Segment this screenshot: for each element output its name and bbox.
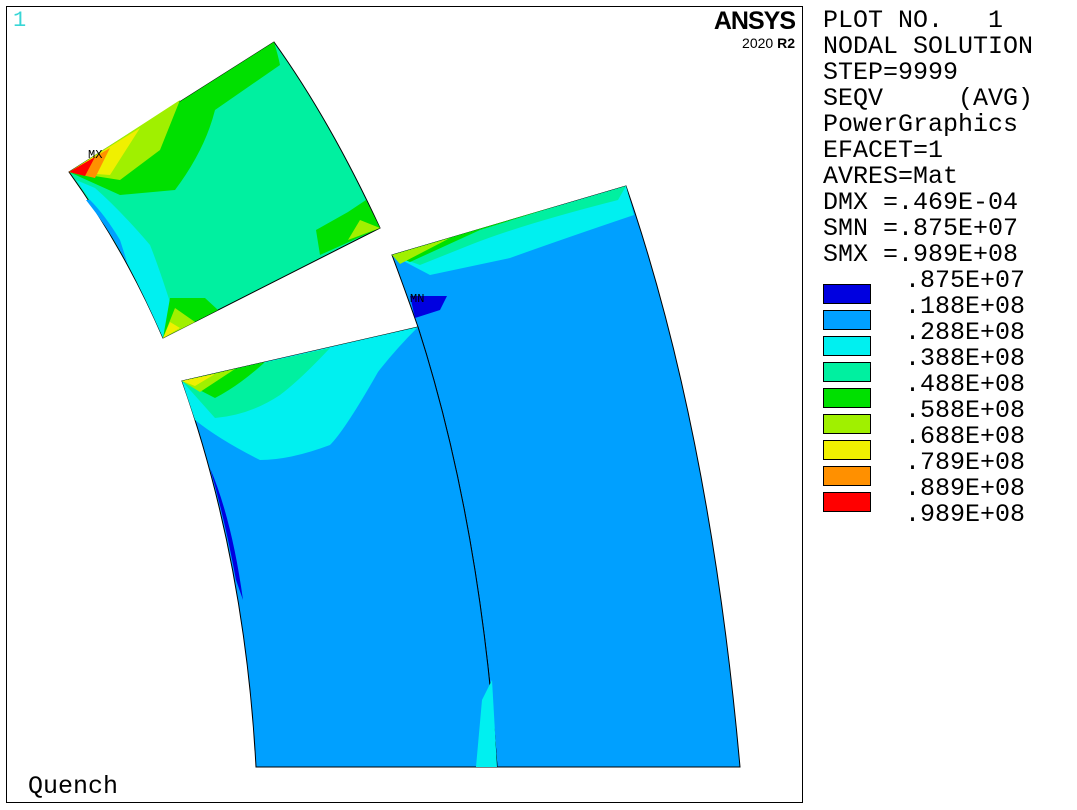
block-lower [181, 326, 498, 768]
info-line: SMN =.875E+07 [823, 214, 1019, 243]
window-number: 1 [13, 8, 27, 33]
max-marker: MX [88, 148, 102, 162]
info-line: PowerGraphics [823, 110, 1019, 139]
legend-value: .875E+07 [905, 266, 1026, 295]
info-line: NODAL SOLUTION [823, 32, 1034, 61]
legend-value: .188E+08 [905, 292, 1026, 321]
legend-value: .288E+08 [905, 318, 1026, 347]
brand-release: R2 [777, 35, 795, 51]
legend-value: .488E+08 [905, 370, 1026, 399]
legend-swatch [823, 492, 871, 512]
legend-swatch [823, 284, 871, 304]
legend-value: .989E+08 [905, 500, 1026, 529]
block-upper-left: MX [68, 41, 381, 339]
plot-title: Quench [28, 772, 119, 801]
info-line: SEQV (AVG) [823, 84, 1034, 113]
legend-swatch [823, 362, 871, 382]
ansys-logo: ANSYS 2020 R2 [713, 6, 796, 51]
legend-swatch [823, 388, 871, 408]
plot-info: PLOT NO. 1 NODAL SOLUTION STEP=9999 SEQV (A… [823, 8, 1033, 268]
min-marker: MN [410, 292, 424, 306]
brand-name: ANSYS [713, 7, 796, 35]
info-line: STEP=9999 [823, 58, 959, 87]
legend-swatch [823, 310, 871, 330]
legend-swatch [823, 440, 871, 460]
legend-value: .688E+08 [905, 422, 1026, 451]
legend-value: .588E+08 [905, 396, 1026, 425]
legend-swatch [823, 466, 871, 486]
legend-swatch [823, 336, 871, 356]
info-line: SMX =.989E+08 [823, 240, 1019, 269]
info-line: EFACET=1 [823, 136, 944, 165]
legend-swatch [823, 414, 871, 434]
legend-value: .889E+08 [905, 474, 1026, 503]
info-line: AVRES=Mat [823, 162, 959, 191]
legend-value: .789E+08 [905, 448, 1026, 477]
info-line: DMX =.469E-04 [823, 188, 1019, 217]
brand-version: 2020 [742, 35, 774, 51]
legend-value: .388E+08 [905, 344, 1026, 373]
info-line: PLOT NO. 1 [823, 6, 1004, 35]
